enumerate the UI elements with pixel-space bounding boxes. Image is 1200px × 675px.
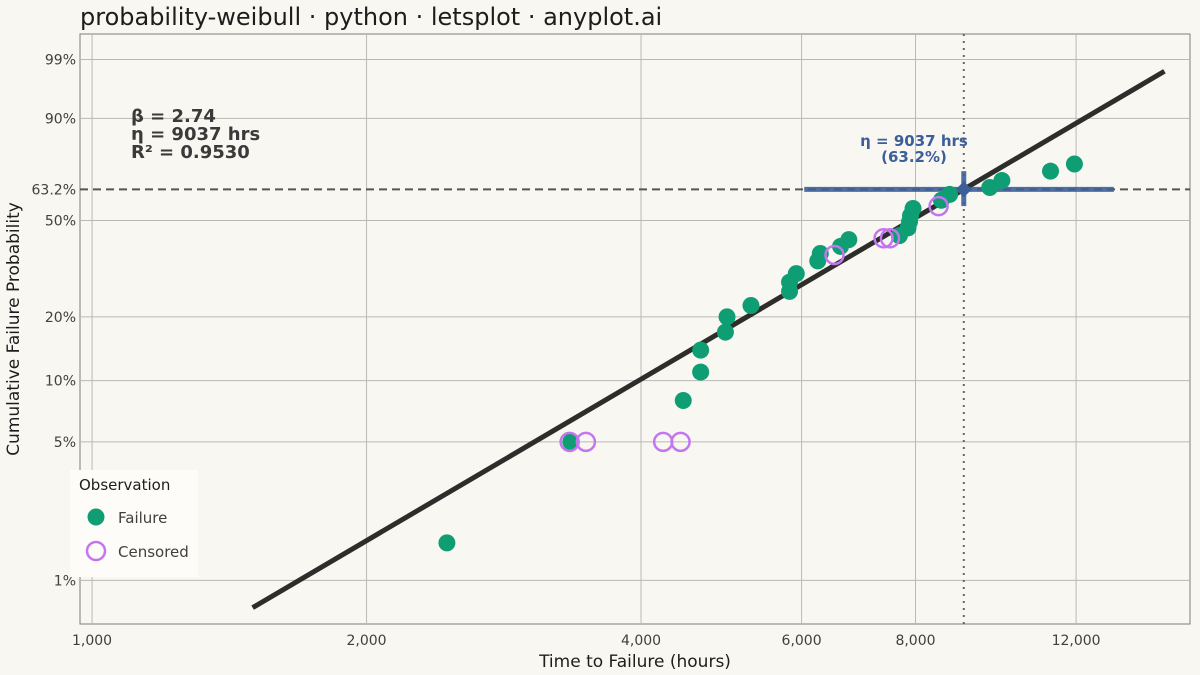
y-tick-label: 99% — [45, 52, 76, 68]
legend-title: Observation — [79, 476, 170, 494]
r-squared-annotation: R² = 0.9530 — [131, 142, 250, 163]
data-points — [438, 155, 1083, 552]
plot-panel — [79, 33, 1191, 625]
censored-point — [928, 195, 949, 217]
legend-failure-label: Failure — [118, 509, 167, 527]
x-tick-label: 2,000 — [346, 633, 386, 649]
failure-point — [692, 341, 710, 359]
failure-point — [1065, 155, 1083, 173]
x-tick-label: 8,000 — [895, 633, 935, 649]
censored-point — [559, 431, 580, 453]
censored-point — [824, 244, 845, 266]
legend-censored-marker — [85, 540, 107, 562]
x-tick-label: 12,000 — [1052, 633, 1101, 649]
legend-censored-label: Censored — [118, 543, 189, 561]
y-tick-label: 90% — [45, 111, 76, 127]
failure-point — [718, 308, 736, 326]
failure-point — [993, 172, 1011, 190]
tick-labels: 1,000 2,000 4,000 6,000 8,000 12,000 1% 5% 10% 20… — [32, 52, 1101, 649]
failure-point — [840, 231, 858, 249]
beta-annotation: β = 2.74 — [131, 106, 216, 127]
failure-point — [742, 297, 760, 315]
eta-label-line1: η = 9037 hrs — [860, 132, 968, 150]
failure-point — [692, 363, 710, 381]
failure-point — [787, 265, 805, 283]
eta-diamond-marker — [955, 181, 972, 198]
censored-point — [670, 431, 691, 453]
fit-line-layer — [251, 69, 1166, 610]
censored-point — [873, 228, 894, 249]
failure-point — [904, 199, 922, 217]
y-axis-title: Cumulative Failure Probability — [4, 202, 24, 456]
y-tick-label: 1% — [54, 573, 76, 589]
legend-failure-marker — [87, 508, 105, 526]
failure-point — [811, 245, 829, 263]
y-tick-label: 20% — [45, 310, 76, 326]
y-tick-label: 5% — [54, 435, 76, 451]
x-tick-label: 6,000 — [782, 633, 822, 649]
censored-point — [879, 228, 901, 249]
y-tick-label: 63.2% — [32, 182, 76, 198]
censored-point — [575, 431, 597, 453]
failure-point — [716, 323, 734, 341]
eta-marker-layer — [804, 171, 1114, 207]
weibull-fit-line — [251, 69, 1166, 610]
failure-point — [438, 534, 456, 552]
legend: Observation Failure Censored — [70, 470, 198, 577]
failure-point — [562, 433, 580, 451]
x-axis-title: Time to Failure (hours) — [538, 652, 731, 672]
failure-point — [674, 392, 692, 410]
chart-title: probability-weibull · python · letsplot … — [80, 3, 662, 31]
y-tick-label: 10% — [45, 374, 76, 390]
failure-point — [1042, 162, 1060, 180]
x-tick-label: 4,000 — [621, 633, 661, 649]
eta-annotation: η = 9037 hrs — [131, 124, 260, 145]
y-tick-label: 50% — [45, 213, 76, 229]
failure-point — [941, 185, 959, 203]
eta-label-line2: (63.2%) — [881, 148, 947, 166]
x-tick-label: 1,000 — [72, 633, 112, 649]
